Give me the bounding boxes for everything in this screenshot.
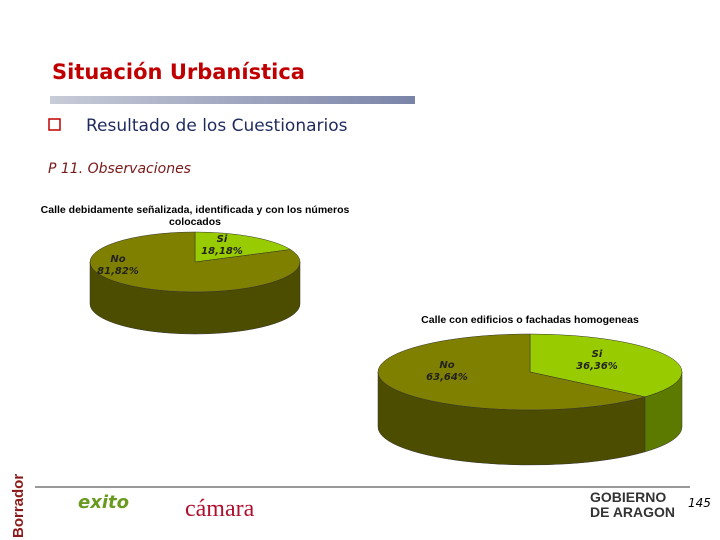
bullet-text: Resultado de los Cuestionarios <box>86 116 348 136</box>
slice-category: No <box>439 360 454 371</box>
slice-category: Si <box>217 234 228 245</box>
slice-value-label: 63,64% <box>426 372 468 383</box>
slice-category: No <box>110 254 125 265</box>
slide-title: Situación Urbanística <box>52 60 305 84</box>
bullet-box <box>48 118 61 131</box>
logo: exito <box>78 492 129 513</box>
watermark: Borrador <box>10 473 27 538</box>
chart-title: Calle con edificios o fachadas homogenea… <box>421 314 639 326</box>
page-number: 145 <box>688 496 711 510</box>
slice <box>529 333 683 398</box>
chart-title: Calle debidamente señalizada, identifica… <box>40 204 350 228</box>
slice-category: Si <box>592 349 603 360</box>
slice <box>377 333 645 411</box>
question: P 11. Observaciones <box>48 161 191 177</box>
slice-value-label: 36,36% <box>576 361 618 372</box>
slice <box>89 231 301 293</box>
slice-value-label: 81,82% <box>97 266 139 277</box>
logo: cámara <box>185 496 255 522</box>
logo: GOBIERNO DE ARAGON <box>590 489 676 520</box>
title-bar <box>50 96 415 104</box>
slice <box>194 231 292 263</box>
slice-value-label: 18,18% <box>201 246 243 257</box>
